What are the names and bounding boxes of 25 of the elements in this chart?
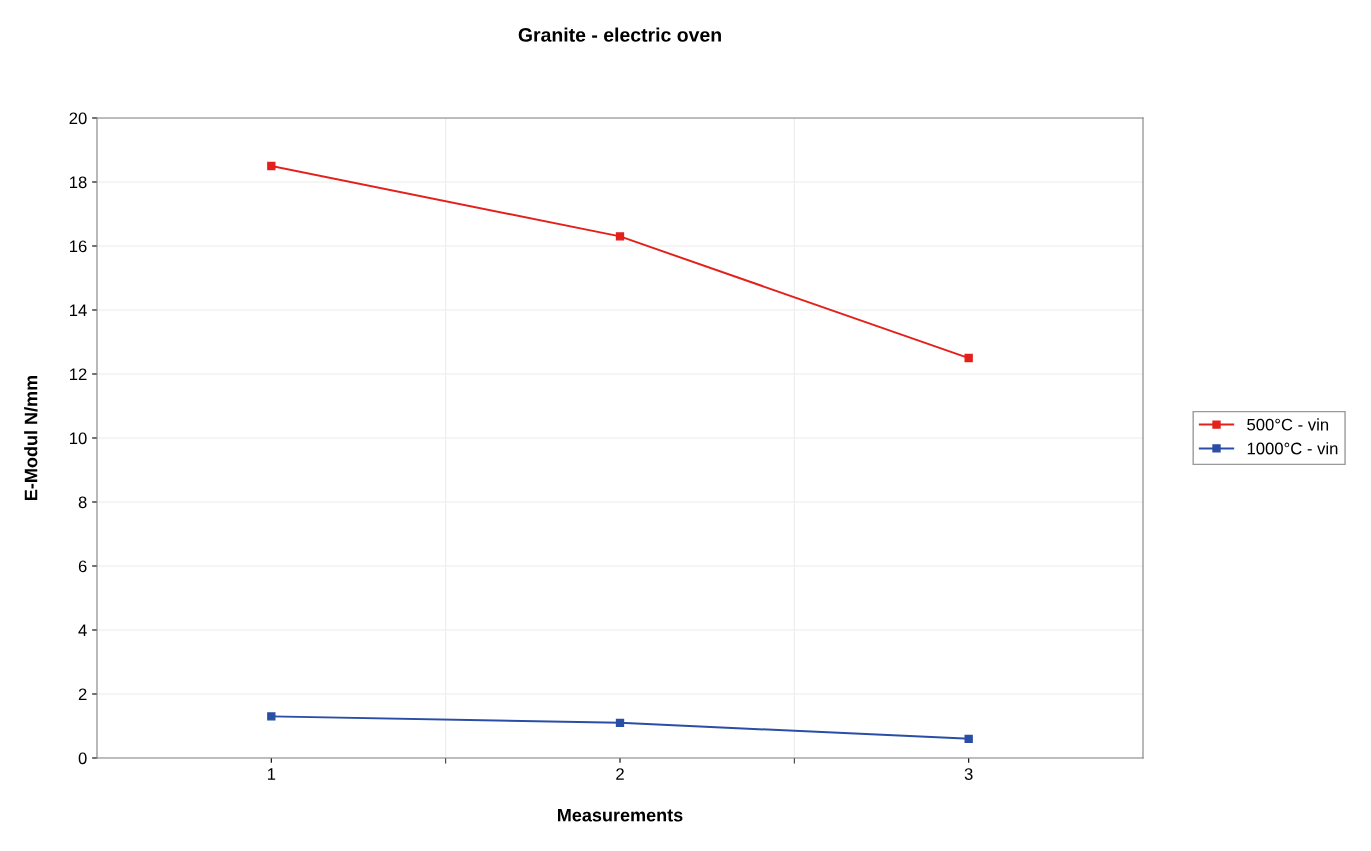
y-tick-label: 20 <box>69 112 87 125</box>
x-axis-title: Measurements <box>557 808 683 822</box>
point <box>615 718 625 727</box>
y-tick-label: 12 <box>70 368 87 381</box>
y-tick-label: 0 <box>78 752 87 765</box>
y-tick-label: 2 <box>78 688 87 701</box>
x-tick-label: 1 <box>267 768 276 780</box>
y-tick-label: 16 <box>70 240 87 253</box>
y-tick-label: 14 <box>70 304 87 317</box>
y-tick-label: 6 <box>78 560 87 573</box>
y-tick-label: 10 <box>70 432 87 445</box>
point <box>267 712 276 721</box>
y-tick-label: 8 <box>78 496 87 509</box>
y-axis-title: E-Modul N/mm <box>24 375 38 500</box>
y-tick-label: 18 <box>70 176 87 189</box>
x-tick-label: 2 <box>616 768 624 780</box>
point <box>267 161 276 171</box>
point <box>615 232 625 241</box>
point <box>964 734 973 743</box>
legend-label: 500°C - vin <box>1247 418 1329 431</box>
legend-label: 1000°C - vin <box>1247 442 1338 455</box>
chart-title: Granite - electric oven <box>518 27 721 42</box>
y-tick-label: 4 <box>78 624 87 637</box>
x-tick-label: 3 <box>964 768 973 780</box>
point <box>964 353 973 363</box>
